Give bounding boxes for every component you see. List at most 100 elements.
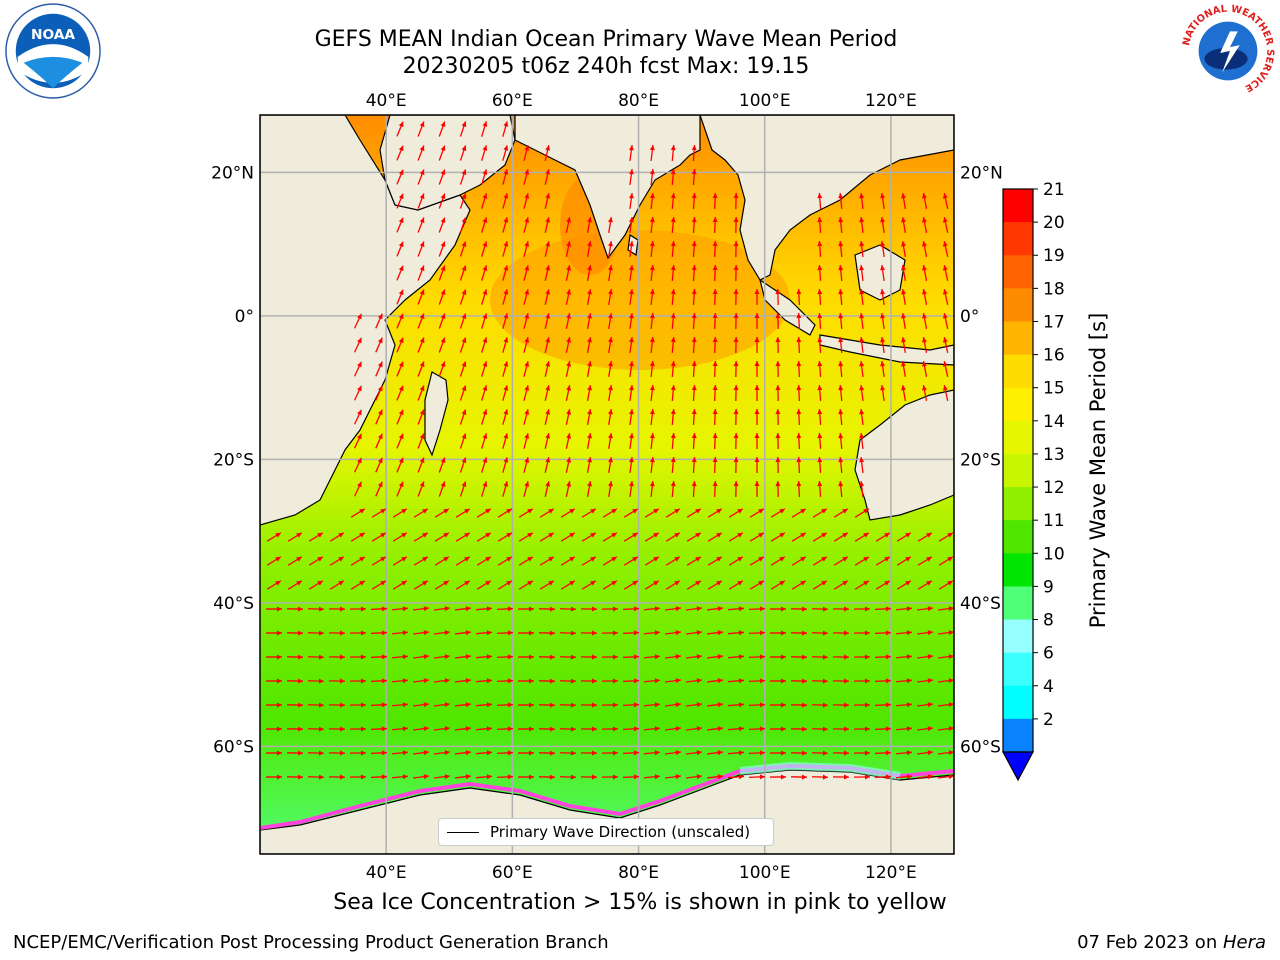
wave-direction-arrowhead (712, 385, 718, 391)
wave-direction-arrowhead (590, 532, 596, 538)
wave-direction-arrowhead (422, 556, 428, 562)
wave-direction-arrowhead (524, 385, 530, 391)
wave-direction-arrowhead (670, 313, 676, 319)
wave-direction-arrowhead (675, 750, 681, 756)
wave-direction-arrowhead (506, 508, 512, 514)
wave-direction-arrowhead (738, 702, 744, 708)
wave-direction-arrowhead (754, 409, 760, 415)
wave-direction-arrowhead (318, 774, 324, 780)
wave-direction-arrowhead (801, 630, 807, 636)
wave-direction-arrowhead (485, 580, 491, 586)
wave-direction-arrowhead (612, 630, 618, 636)
wave-direction-arrowhead (675, 654, 681, 660)
wave-direction-arrowhead (296, 556, 302, 562)
wave-direction-arrowhead (402, 654, 408, 660)
wave-direction-arrowhead (859, 193, 865, 199)
wave-direction-arrowhead (440, 241, 446, 248)
wave-direction-arrowhead (528, 750, 534, 756)
wave-direction-arrowhead (921, 217, 927, 223)
wave-direction-arrowhead (842, 580, 848, 586)
wave-direction-arrowhead (566, 313, 572, 319)
colorbar-tick-label: 11 (1043, 511, 1065, 531)
wave-direction-arrowhead (423, 726, 429, 732)
wave-direction-arrowhead (528, 630, 534, 636)
wave-direction-arrowhead (461, 481, 467, 487)
wave-direction-arrowhead (524, 409, 530, 415)
wave-direction-arrowhead (712, 409, 718, 415)
wave-direction-arrowhead (759, 750, 765, 756)
wave-direction-arrowhead (485, 508, 491, 514)
wave-direction-arrowhead (733, 361, 739, 367)
wave-direction-arrowhead (675, 678, 681, 684)
wave-direction-arrowhead (566, 481, 572, 487)
wave-direction-arrowhead (628, 481, 634, 487)
wave-direction-arrowhead (507, 702, 513, 708)
wave-direction-arrowhead (738, 678, 744, 684)
wave-direction-arrowhead (859, 313, 865, 319)
wave-direction-arrowhead (612, 678, 618, 684)
wave-direction-arrowhead (822, 774, 828, 780)
wave-direction-arrowhead (880, 217, 886, 223)
wave-direction-arrowhead (423, 678, 429, 684)
sea-ice-caption: Sea Ice Concentration > 15% is shown in … (333, 890, 947, 915)
wave-direction-arrowhead (297, 702, 303, 708)
wave-direction-arrowhead (670, 409, 676, 415)
colorbar-tick-label: 13 (1043, 445, 1065, 465)
wave-direction-arrowhead (545, 361, 551, 367)
wave-direction-arrowhead (675, 774, 681, 780)
wave-direction-arrowhead (524, 337, 530, 343)
wave-direction-arrowhead (381, 678, 387, 684)
wave-direction-arrowhead (654, 606, 660, 612)
wave-direction-arrowhead (338, 556, 344, 562)
wave-direction-arrowhead (838, 193, 844, 199)
colorbar-segment (1003, 619, 1033, 654)
wave-direction-arrowhead (880, 361, 886, 367)
wave-direction-arrowhead (927, 630, 933, 636)
wave-direction-arrowhead (398, 121, 404, 128)
wave-direction-arrowhead (360, 678, 366, 684)
wave-direction-arrowhead (942, 241, 948, 247)
wave-direction-arrowhead (486, 702, 492, 708)
wave-direction-arrowhead (670, 433, 676, 439)
wave-direction-arrowhead (942, 313, 948, 319)
wave-direction-arrowhead (422, 508, 428, 514)
wave-direction-arrowhead (461, 433, 467, 439)
wave-direction-arrowhead (864, 702, 870, 708)
wave-direction-arrowhead (670, 265, 676, 271)
wave-direction-arrowhead (482, 169, 488, 175)
lon-tick-bottom: 60°E (492, 863, 533, 883)
wave-direction-arrowhead (444, 654, 450, 660)
wave-direction-arrowhead (801, 726, 807, 732)
wave-direction-arrowhead (838, 361, 844, 367)
wave-direction-arrowhead (712, 337, 718, 343)
wave-direction-arrowhead (443, 556, 449, 562)
wave-direction-arrowhead (880, 337, 886, 343)
wave-direction-arrowhead (461, 217, 467, 223)
wave-direction-arrowhead (528, 726, 534, 732)
wave-direction-arrowhead (528, 702, 534, 708)
wave-direction-arrowhead (649, 409, 655, 415)
wave-direction-arrowhead (921, 337, 927, 343)
lat-tick-right: 40°S (960, 594, 1001, 614)
wave-direction-arrowhead (880, 265, 886, 271)
wave-direction-arrowhead (507, 630, 513, 636)
wave-direction-arrowhead (691, 385, 697, 391)
nws-logo-icon: NATIONAL WEATHER SERVICE (1180, 4, 1275, 99)
wave-direction-arrowhead (843, 702, 849, 708)
wave-direction-arrowhead (524, 193, 530, 199)
wave-direction-arrowhead (628, 289, 634, 295)
wave-direction-arrowhead (901, 337, 906, 343)
wave-direction-arrowhead (444, 630, 450, 636)
wave-direction-arrowhead (440, 361, 446, 368)
wave-direction-arrowhead (381, 606, 387, 612)
wave-direction-arrowhead (503, 409, 509, 415)
wave-direction-arrowhead (398, 313, 404, 320)
wave-direction-arrowhead (880, 385, 886, 391)
wave-direction-arrowhead (817, 313, 823, 319)
wave-direction-arrowhead (885, 774, 891, 780)
wave-direction-arrowhead (947, 556, 953, 562)
wave-direction-arrowhead (800, 556, 806, 562)
wave-direction-arrowhead (503, 385, 509, 391)
wave-direction-arrowhead (628, 409, 634, 415)
